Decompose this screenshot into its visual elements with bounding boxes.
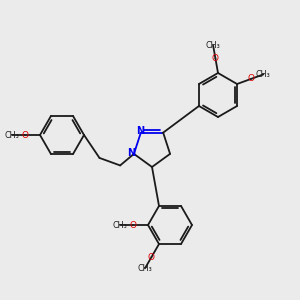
Text: CH₃: CH₃ [112, 220, 128, 230]
Text: CH₃: CH₃ [206, 41, 220, 50]
Text: N: N [127, 148, 135, 158]
Text: O: O [248, 74, 255, 83]
Text: CH₃: CH₃ [256, 70, 271, 79]
Text: O: O [148, 253, 155, 262]
Text: CH₃: CH₃ [4, 130, 20, 140]
Text: O: O [212, 54, 219, 63]
Text: N: N [136, 126, 144, 136]
Text: CH₃: CH₃ [138, 264, 152, 273]
Text: O: O [130, 220, 136, 230]
Text: O: O [22, 130, 28, 140]
